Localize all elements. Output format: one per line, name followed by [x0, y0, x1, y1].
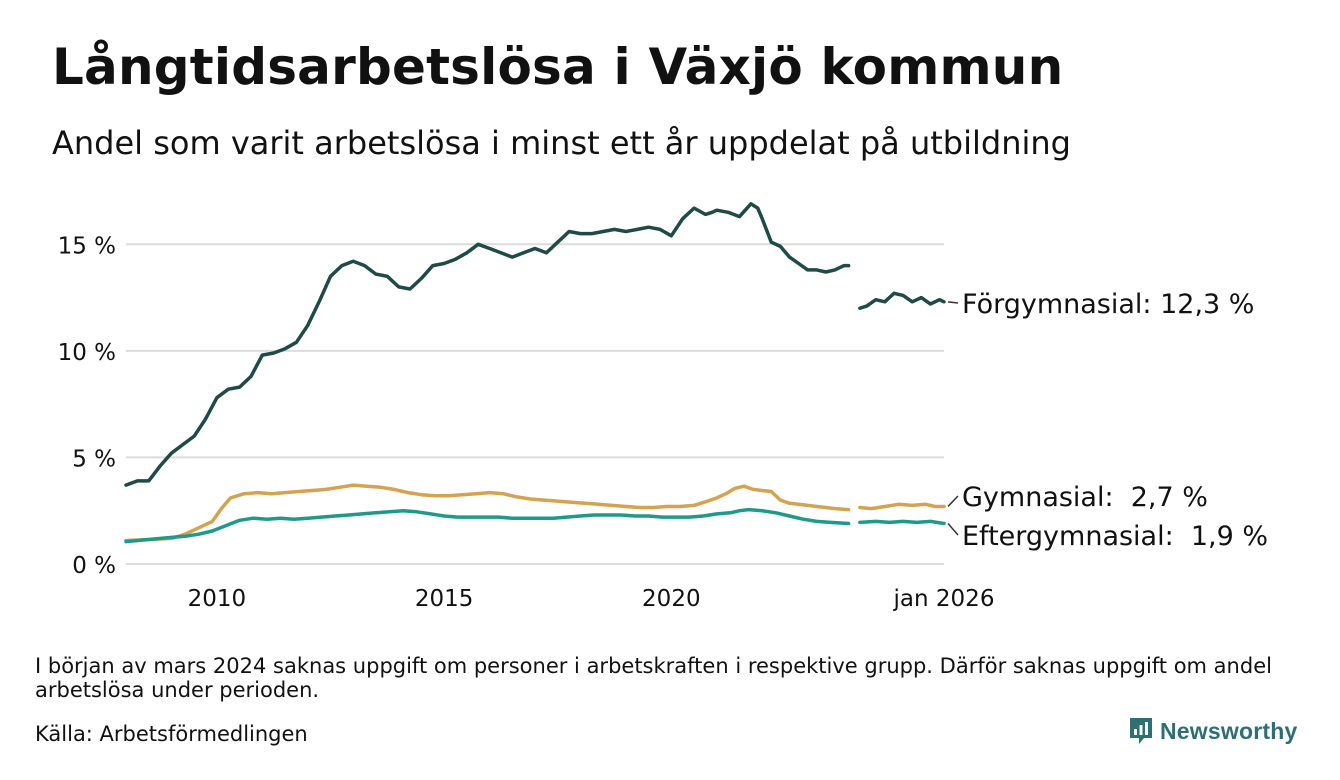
line-chart: 0 % 5 % 10 % 15 % 2010 2015 2020 jan 2026 Förgym…: [58, 202, 1268, 612]
y-tick-label: 5 %: [72, 446, 116, 472]
y-tick-label: 0 %: [72, 553, 116, 579]
footnote: I början av mars 2024 saknas uppgift om …: [35, 654, 1272, 702]
source-credit: Källa: Arbetsförmedlingen: [35, 722, 308, 746]
x-tick-label: 2010: [188, 586, 247, 612]
x-tick-label: jan 2026: [893, 586, 995, 612]
series-line-eftergymnasial-after-gap: [858, 519, 946, 526]
series-line-eftergymnasial-before-gap: [124, 507, 851, 544]
series-line-förgymnasial-before-gap: [124, 202, 851, 487]
y-tick-label: 10 %: [58, 340, 116, 366]
brand-name: Newsworthy: [1160, 717, 1298, 744]
series-line-gymnasial-after-gap: [858, 502, 946, 511]
leader-line-gymnasial: [947, 495, 959, 507]
leader-line-förgymnasial: [947, 301, 959, 304]
series-label-förgymnasial: Förgymnasial: 12,3 %: [962, 289, 1254, 320]
chart-subtitle: Andel som varit arbetslösa i minst ett å…: [52, 124, 1071, 162]
series-line-gymnasial-before-gap: [124, 483, 851, 543]
series-label-gymnasial: Gymnasial: 2,7 %: [962, 482, 1208, 513]
series-line-förgymnasial-after-gap: [858, 291, 946, 310]
newsworthy-logo-icon: [1130, 718, 1152, 744]
chart-title: Långtidsarbetslösa i Växjö kommun: [52, 38, 1064, 96]
x-tick-label: 2020: [642, 586, 701, 612]
leader-line-eftergymnasial: [947, 523, 959, 536]
y-tick-label: 15 %: [58, 233, 116, 259]
series-label-eftergymnasial: Eftergymnasial: 1,9 %: [962, 521, 1268, 552]
brand-logo[interactable]: Newsworthy: [1128, 716, 1297, 746]
x-tick-label: 2015: [415, 586, 474, 612]
